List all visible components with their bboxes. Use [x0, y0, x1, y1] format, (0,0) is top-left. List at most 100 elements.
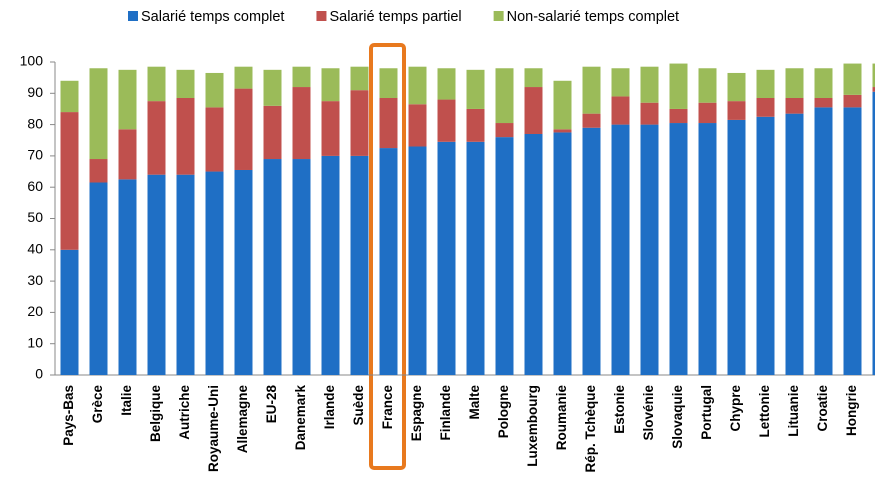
bar-segment: [466, 69, 485, 109]
bar-segment: [89, 182, 108, 375]
bar-segment: [321, 101, 340, 156]
x-tick-label: France: [380, 385, 395, 430]
bar-segment: [640, 66, 659, 103]
bar-segment: [234, 169, 253, 375]
bar-segment: [118, 129, 137, 180]
y-tick-label: 60: [27, 178, 43, 194]
bar-segment: [524, 133, 543, 375]
bar-segment: [814, 68, 833, 98]
bar-segment: [89, 68, 108, 160]
bar-segment: [640, 124, 659, 375]
x-tick-label: Slovénie: [641, 385, 656, 441]
bar-segment: [437, 99, 456, 142]
y-tick-label: 90: [27, 84, 43, 100]
bar-segment: [524, 87, 543, 134]
bar-segment: [292, 87, 311, 160]
bar-segment: [582, 113, 601, 128]
bar-segment: [89, 159, 108, 183]
x-tick-label: Slovaquie: [670, 385, 685, 449]
x-tick-label: Roumanie: [554, 385, 569, 451]
bar-segment: [785, 68, 804, 98]
x-tick-label: Lettonie: [757, 385, 772, 438]
x-tick-label: Rép. Tchèque: [583, 385, 598, 473]
y-tick-label: 20: [27, 303, 43, 319]
x-tick-label: Luxembourg: [525, 385, 540, 467]
x-tick-label: Suède: [351, 385, 366, 426]
bar-segment: [843, 107, 862, 375]
x-tick-label: Bulgarie: [873, 385, 875, 440]
bar-segment: [147, 66, 166, 102]
x-tick-label: Estonie: [612, 385, 627, 434]
legend-label: Salarié temps complet: [141, 9, 284, 25]
y-tick-label: 30: [27, 272, 43, 288]
bar-segment: [292, 159, 311, 375]
bar-segment: [408, 104, 427, 147]
bar-segment: [814, 107, 833, 375]
bar-segment: [321, 155, 340, 375]
bar-segment: [611, 68, 630, 97]
bar-segment: [553, 132, 572, 375]
bar-segment: [60, 249, 79, 375]
x-tick-label: Hongrie: [844, 385, 859, 436]
bar-segment: [756, 116, 775, 376]
bar-segment: [843, 94, 862, 108]
y-tick-label: 0: [35, 366, 43, 382]
y-tick-label: 10: [27, 334, 43, 350]
bar-segment: [611, 96, 630, 125]
bar-segment: [263, 159, 282, 375]
x-tick-label: Danemark: [293, 385, 308, 451]
bar-segment: [379, 97, 398, 149]
bar-segment: [553, 129, 572, 133]
y-tick-label: 80: [27, 115, 43, 131]
x-tick-label: Pologne: [496, 385, 511, 439]
bar-segment: [234, 88, 253, 170]
legend-swatch: [128, 11, 138, 21]
bar-segment: [698, 68, 717, 103]
bar-segment: [234, 66, 253, 89]
bar-segment: [669, 63, 688, 109]
bar-segment: [669, 108, 688, 124]
bar-segment: [553, 80, 572, 130]
bar-segment: [872, 91, 875, 376]
x-tick-label: Lituanie: [786, 385, 801, 437]
bar-segment: [495, 123, 514, 138]
legend-label: Non-salarié temps complet: [507, 9, 679, 25]
bar-segment: [611, 124, 630, 375]
bar-segment: [379, 148, 398, 375]
bar-segment: [495, 137, 514, 375]
bar-segment: [437, 68, 456, 100]
bar-segment: [176, 97, 195, 175]
x-tick-label: Chypre: [728, 385, 743, 432]
y-tick-label: 40: [27, 241, 43, 257]
bar-segment: [350, 90, 369, 156]
bar-segment: [698, 123, 717, 375]
bar-segment: [785, 97, 804, 114]
bar-segment: [872, 87, 875, 92]
bar-segment: [263, 69, 282, 106]
bar-segment: [756, 69, 775, 98]
bar-segment: [466, 108, 485, 142]
plot: 0 10 20 30 40 50 60 70 80 90 100 Pays-Bas Grèce Itali…: [20, 9, 875, 473]
highlight-box: [369, 43, 406, 470]
x-tick-label: EU-28: [264, 385, 279, 424]
bar-segment: [118, 69, 137, 130]
bar-segment: [524, 68, 543, 88]
bar-segment: [147, 101, 166, 175]
bar-segment: [437, 141, 456, 375]
bar-segment: [785, 113, 804, 376]
y-tick-label: 70: [27, 147, 43, 163]
y-tick-label: 100: [20, 53, 44, 69]
x-tick-label: Allemagne: [235, 385, 250, 454]
bar-segment: [350, 66, 369, 91]
y-tick-label: 50: [27, 209, 43, 225]
bar-segment: [466, 141, 485, 375]
x-tick-label: Autriche: [177, 385, 192, 440]
bar-segment: [321, 68, 340, 102]
bar-segment: [582, 66, 601, 114]
bar-segment: [205, 171, 224, 375]
bar-segment: [263, 105, 282, 160]
bar-segment: [872, 63, 875, 88]
x-tick-label: Pays-Bas: [61, 385, 76, 446]
bar-segment: [495, 68, 514, 124]
